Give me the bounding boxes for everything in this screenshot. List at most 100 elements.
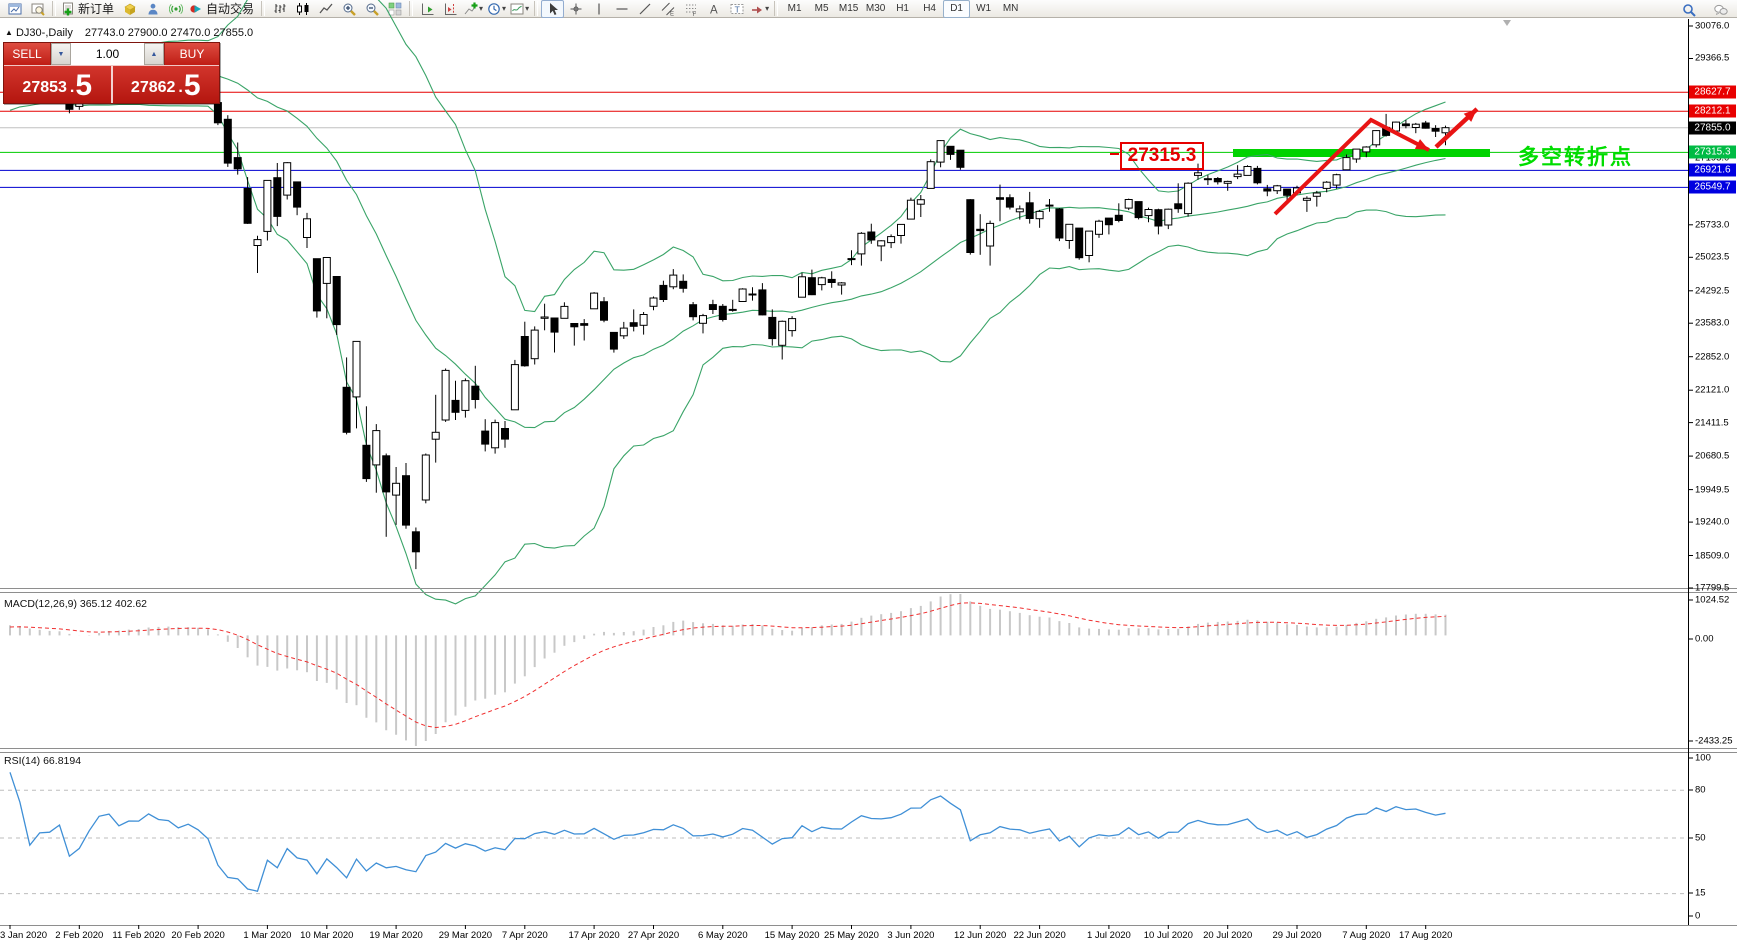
autotrading-button-label: 自动交易	[206, 2, 255, 16]
candlestick-chart-button[interactable]	[291, 0, 314, 18]
timeframe-m30-button[interactable]: M30	[865, 3, 886, 14]
chevron-down-icon: ▾	[765, 3, 770, 13]
search-icon	[1682, 4, 1696, 17]
search-button[interactable]	[1677, 1, 1700, 19]
price-label: 26549.7	[1689, 180, 1736, 194]
terminal-button[interactable]	[141, 0, 164, 18]
text-icon: A	[707, 2, 721, 16]
ohlc-values: 27743.0 27900.0 27470.0 27855.0	[84, 27, 254, 39]
date-label: 3 Jun 2020	[887, 930, 935, 941]
channel-icon: E	[661, 2, 675, 16]
toolbar-right	[1677, 1, 1732, 19]
buy-button[interactable]: BUY	[165, 43, 219, 65]
chart-shift-icon	[444, 2, 458, 16]
svg-text:T: T	[734, 4, 739, 14]
arrows-icon	[750, 2, 764, 16]
window-zoom-icon	[31, 2, 45, 16]
timeframe-m5-button[interactable]: M5	[814, 3, 829, 14]
svg-text:F: F	[692, 11, 696, 15]
date-label: 19 Mar 2020	[369, 930, 423, 941]
date-label: 12 Jun 2020	[954, 930, 1007, 941]
toolbar-separator	[261, 1, 266, 16]
chart-header: ▲ DJ30-,Daily 27743.0 27900.0 27470.0 27…	[5, 27, 253, 39]
autotrading-icon	[189, 2, 203, 16]
date-label: 29 Mar 2020	[438, 930, 493, 941]
zoom-in-icon	[342, 2, 356, 16]
line-chart-button[interactable]	[314, 0, 337, 18]
sell-price-button[interactable]: 27853. 5	[4, 66, 113, 103]
price-tick: 29366.5	[1695, 52, 1730, 64]
date-label: 1 Jul 2020	[1086, 930, 1131, 941]
buy-price-main: 27862	[130, 79, 176, 96]
buy-price-button[interactable]: 27862. 5	[112, 66, 219, 103]
periods-button[interactable]: ▾	[485, 0, 508, 18]
timeframe-mn-button[interactable]: MN	[1002, 3, 1019, 14]
templates-icon	[510, 2, 524, 16]
price-label: 27315.3	[1689, 145, 1736, 159]
templates-button[interactable]: ▾	[508, 0, 531, 18]
toolbar: 新订单 自动交易 ▾ ▾ ▾ E F A T ▾ M1 M5 M15 M30 H1 H4 D1 W1 MN	[0, 0, 1737, 18]
price-tick: 30076.0	[1695, 20, 1730, 32]
window-zoom-button[interactable]	[26, 0, 49, 18]
chevron-down-icon: ▾	[479, 3, 484, 13]
market-watch-button[interactable]	[118, 0, 141, 18]
date-label: 3 Jan 2020	[0, 930, 48, 941]
price-tick: 20680.5	[1695, 450, 1730, 462]
new-order-button-label: 新订单	[78, 2, 115, 16]
bars-chart-icon	[273, 2, 287, 16]
volume-decrease-button[interactable]: ▼	[51, 43, 71, 65]
text-label-button[interactable]: T	[725, 0, 748, 18]
date-label: 22 Jun 2020	[1013, 930, 1066, 941]
chat-icon	[1713, 4, 1728, 16]
timeframe-h1-button[interactable]: H1	[896, 3, 909, 14]
fibonacci-icon: F	[684, 2, 698, 16]
charts-window-button[interactable]	[3, 0, 26, 18]
price-tick: 17799.5	[1695, 582, 1730, 594]
toolbar-separator	[534, 1, 539, 16]
indicators-icon	[464, 2, 478, 16]
equidistant-channel-button[interactable]: E	[656, 0, 679, 18]
date-label: 10 Mar 2020	[300, 930, 354, 941]
sell-price-dot: .	[69, 79, 75, 96]
arrows-button[interactable]: ▾	[748, 0, 771, 18]
autotrading-button[interactable]: 自动交易	[187, 0, 258, 18]
date-label: 1 Mar 2020	[243, 930, 292, 941]
timeframe-h4-button[interactable]: H4	[923, 3, 936, 14]
timeframe-m15-button[interactable]: M15	[838, 3, 859, 14]
signals-button[interactable]	[164, 0, 187, 18]
auto-scroll-button[interactable]	[416, 0, 439, 18]
timeframe-d1-button[interactable]: D1	[943, 0, 971, 18]
hline-icon	[615, 2, 629, 16]
buy-price-pips: 5	[183, 69, 201, 102]
bar-chart-button[interactable]	[268, 0, 291, 18]
text-button[interactable]: A	[702, 0, 725, 18]
crosshair-button[interactable]	[564, 0, 587, 18]
trendline-icon	[638, 2, 652, 16]
volume-value[interactable]: 1.00	[95, 47, 120, 61]
fibonacci-button[interactable]: F	[679, 0, 702, 18]
price-label: 28212.1	[1689, 104, 1736, 118]
zoom-out-button[interactable]	[360, 0, 383, 18]
date-label: 17 Aug 2020	[1399, 930, 1453, 941]
vertical-line-button[interactable]	[587, 0, 610, 18]
timeframe-w1-button[interactable]: W1	[976, 3, 992, 14]
macd-axis-tick: -2433.25	[1695, 735, 1733, 747]
new-order-button[interactable]: 新订单	[59, 0, 118, 18]
cursor-button[interactable]	[541, 0, 565, 18]
price-label: 28627.7	[1689, 85, 1736, 99]
zoom-in-button[interactable]	[337, 0, 360, 18]
crosshair-icon	[569, 2, 583, 16]
indicators-button[interactable]: ▾	[462, 0, 485, 18]
collapse-icon[interactable]: ▲	[5, 28, 13, 37]
community-chat-button[interactable]	[1709, 1, 1732, 19]
rsi-axis-tick: 100	[1695, 752, 1711, 764]
timeframe-m1-button[interactable]: M1	[787, 3, 802, 14]
chart-shift-button[interactable]	[439, 0, 462, 18]
price-tick: 24292.5	[1695, 285, 1730, 297]
trendline-button[interactable]	[633, 0, 656, 18]
sell-price-pips: 5	[75, 69, 93, 102]
volume-increase-button[interactable]: ▲	[144, 43, 164, 65]
horizontal-line-button[interactable]	[610, 0, 633, 18]
sell-button[interactable]: SELL	[4, 43, 50, 65]
